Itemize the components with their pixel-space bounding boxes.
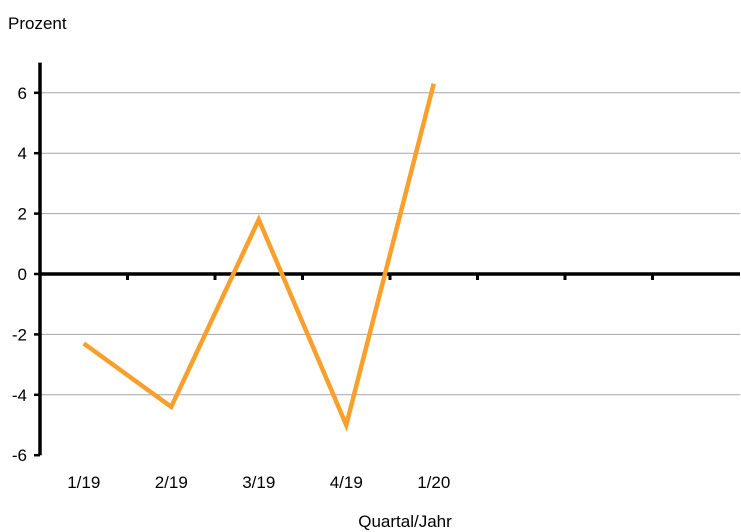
grid-lines [40,92,740,396]
y-tick-label: -4 [12,386,27,405]
series-layer [82,83,436,432]
x-tick-label: 2/19 [155,473,188,492]
x-tick-label: 4/19 [330,473,363,492]
x-axis-label: Quartal/Jahr [358,512,452,531]
series-line [82,83,436,432]
axes [34,62,740,457]
y-tick-label: -6 [12,446,27,465]
y-tick-label: 2 [18,205,27,224]
y-tick-label: 0 [18,265,27,284]
y-tick-label: -2 [12,325,27,344]
x-tick-label: 1/20 [417,473,450,492]
tick-labels: -6 -4 -2 0 2 4 6 1/19 2/19 3/19 4/19 1/20 [12,84,450,492]
y-axis-label: Prozent [8,14,67,33]
x-tick-label: 1/19 [67,473,100,492]
x-tick-label: 3/19 [242,473,275,492]
y-tick-label: 6 [18,84,27,103]
y-tick-label: 4 [18,144,27,163]
